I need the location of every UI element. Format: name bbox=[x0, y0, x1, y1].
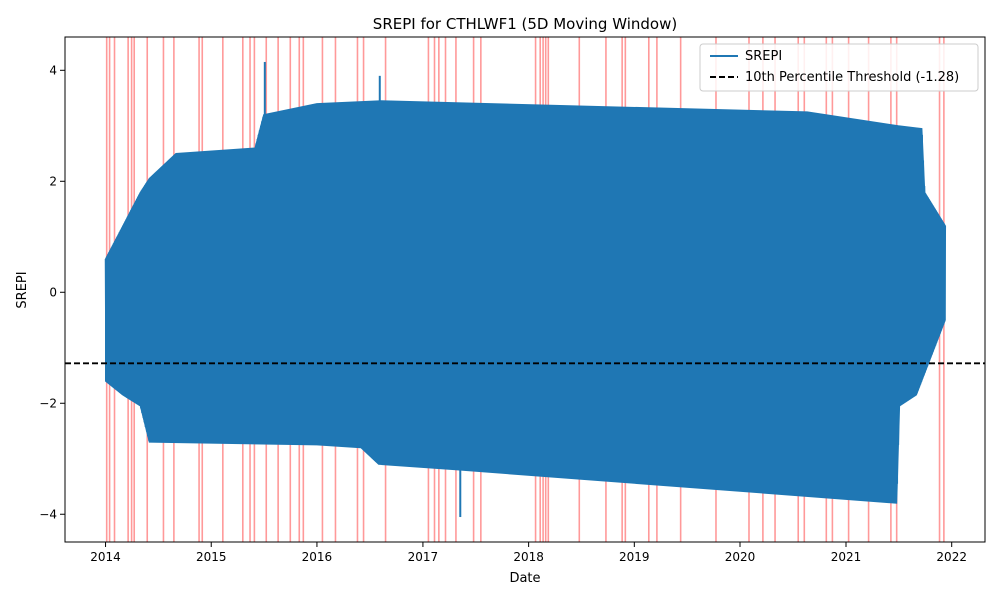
x-tick-label: 2017 bbox=[408, 550, 439, 564]
chart-title: SREPI for CTHLWF1 (5D Moving Window) bbox=[373, 15, 677, 33]
y-axis: −4 −2 0 2 4 bbox=[39, 63, 65, 521]
y-tick-label: 0 bbox=[49, 285, 57, 299]
plot-frame bbox=[64, 36, 986, 543]
y-axis-label: SREPI bbox=[15, 271, 30, 308]
y-tick-label: −2 bbox=[39, 396, 57, 410]
x-tick-label: 2022 bbox=[936, 550, 967, 564]
series-area-srepi bbox=[105, 100, 946, 504]
y-tick-label: −4 bbox=[39, 507, 57, 521]
x-tick-label: 2016 bbox=[302, 550, 333, 564]
y-tick-label: 2 bbox=[49, 174, 57, 188]
x-axis-label: Date bbox=[509, 571, 540, 586]
x-tick-label: 2018 bbox=[513, 550, 544, 564]
x-tick-label: 2020 bbox=[725, 550, 756, 564]
x-axis: 2014 2015 2016 2017 2018 2019 2020 2021 2022 bbox=[90, 542, 967, 564]
series-layer bbox=[104, 61, 947, 518]
x-tick-label: 2021 bbox=[831, 550, 862, 564]
legend-label-threshold: 10th Percentile Threshold (-1.28) bbox=[745, 70, 959, 85]
y-tick-label: 4 bbox=[49, 63, 57, 77]
legend-box bbox=[699, 43, 979, 92]
legend-label-srepi: SREPI bbox=[745, 49, 782, 64]
legend: SREPI 10th Percentile Threshold (-1.28) bbox=[699, 43, 979, 92]
x-tick-label: 2014 bbox=[90, 550, 121, 564]
x-tick-label: 2015 bbox=[196, 550, 227, 564]
x-tick-label: 2019 bbox=[619, 550, 650, 564]
